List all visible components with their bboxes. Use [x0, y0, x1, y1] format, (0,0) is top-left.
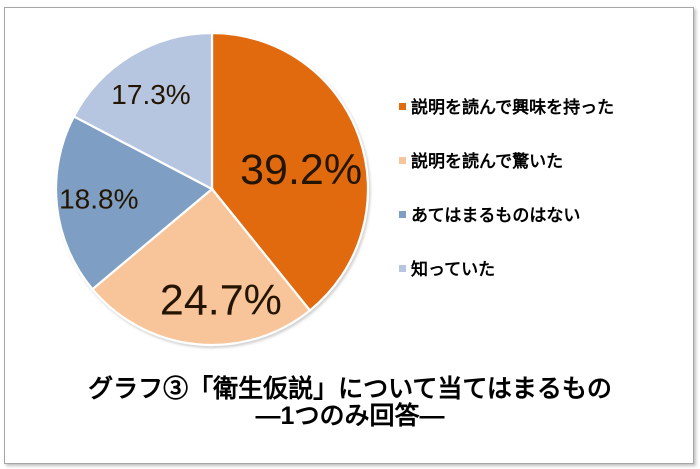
- svg-text:24.7%: 24.7%: [160, 277, 282, 325]
- svg-text:39.2%: 39.2%: [240, 146, 362, 194]
- svg-text:17.3%: 17.3%: [111, 79, 190, 110]
- svg-text:18.8%: 18.8%: [59, 183, 138, 214]
